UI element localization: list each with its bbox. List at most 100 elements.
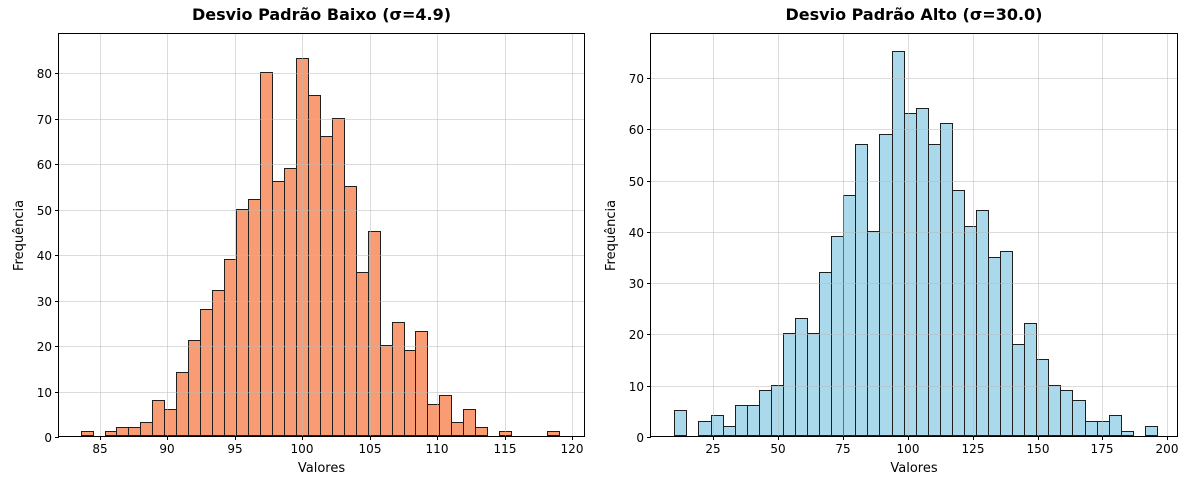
gridline [59, 119, 584, 120]
histogram-bar [674, 410, 687, 436]
gridline [302, 34, 303, 436]
tick-mark [505, 436, 506, 440]
gridline [973, 34, 974, 436]
histogram-bar [711, 415, 724, 436]
histogram-bar [1121, 431, 1134, 436]
gridline [505, 34, 506, 436]
tick-label: 70 [628, 72, 644, 86]
tick-label: 20 [36, 340, 52, 354]
gridline [843, 34, 844, 436]
tick-mark [1102, 436, 1103, 440]
tick-label: 50 [770, 442, 786, 456]
tick-mark [55, 392, 59, 393]
tick-label: 60 [36, 158, 52, 172]
gridline [778, 34, 779, 436]
gridline [59, 346, 584, 347]
histogram-bar [1000, 251, 1013, 436]
tick-mark [55, 73, 59, 74]
tick-label: 120 [560, 442, 584, 456]
chart-title-left: Desvio Padrão Baixo (σ=4.9) [191, 5, 452, 24]
gridline [908, 34, 909, 436]
gridline [713, 34, 714, 436]
tick-label: 60 [628, 123, 644, 137]
gridline [651, 283, 1177, 284]
tick-label: 125 [961, 442, 985, 456]
histogram-bar [463, 409, 476, 436]
plot-area-left: 85 90 95 100 105 110 115 120 0 10 20 30 40 50 60 70 80 [37, 33, 585, 456]
tick-label: 40 [628, 226, 644, 240]
tick-mark [572, 436, 573, 440]
gridline [651, 181, 1177, 182]
tick-mark [370, 436, 371, 440]
gridline [651, 129, 1177, 130]
gridline [59, 210, 584, 211]
tick-mark [647, 232, 651, 233]
tick-mark [55, 119, 59, 120]
gridline [651, 232, 1177, 233]
tick-label: 20 [628, 328, 644, 342]
histogram-bar [698, 421, 712, 436]
tick-mark [167, 436, 168, 440]
tick-label: 70 [36, 113, 52, 127]
gridline [59, 73, 584, 74]
y-axis-label-left: Frequência [12, 199, 27, 271]
tick-label: 80 [36, 67, 52, 81]
gridline [1102, 34, 1103, 436]
gridline [437, 34, 438, 436]
tick-mark [55, 255, 59, 256]
chart-title-right: Desvio Padrão Alto (σ=30.0) [785, 5, 1043, 24]
tick-mark [647, 129, 651, 130]
tick-mark [302, 436, 303, 440]
tick-label: 100 [290, 442, 314, 456]
tick-label: 0 [44, 431, 52, 445]
tick-mark [235, 436, 236, 440]
gridline [59, 255, 584, 256]
gridline [370, 34, 371, 436]
tick-mark [713, 436, 714, 440]
histogram-bar [879, 134, 893, 436]
histogram-bar [439, 395, 452, 436]
tick-label: 90 [159, 442, 175, 456]
tick-label: 150 [1026, 442, 1050, 456]
tick-mark [55, 437, 59, 438]
tick-mark [437, 436, 438, 440]
tick-label: 10 [36, 386, 52, 400]
tick-label: 85 [92, 442, 108, 456]
tick-mark [1167, 436, 1168, 440]
tick-label: 200 [1155, 442, 1179, 456]
x-axis-label-right: Valores [890, 461, 938, 476]
tick-label: 40 [36, 249, 52, 263]
tick-mark [100, 436, 101, 440]
gridline [235, 34, 236, 436]
gridline [572, 34, 573, 436]
gridline [1038, 34, 1039, 436]
tick-label: 100 [896, 442, 920, 456]
tick-mark [55, 301, 59, 302]
tick-label: 50 [628, 175, 644, 189]
tick-label: 110 [425, 442, 449, 456]
gridline [100, 34, 101, 436]
gridline [59, 392, 584, 393]
tick-mark [908, 436, 909, 440]
tick-label: 10 [628, 380, 644, 394]
plot-area-right: 25 50 75 100 125 150 175 200 0 10 20 30 40 50 60 70 [629, 33, 1178, 456]
tick-label: 30 [628, 277, 644, 291]
histogram-bar [1109, 415, 1122, 436]
tick-mark [973, 436, 974, 440]
tick-mark [778, 436, 779, 440]
tick-label: 30 [36, 295, 52, 309]
gridline [59, 301, 584, 302]
tick-label: 105 [358, 442, 382, 456]
tick-mark [55, 210, 59, 211]
histogram-bar [81, 431, 94, 436]
tick-label: 25 [705, 442, 721, 456]
gridline [167, 34, 168, 436]
histogram-bar [547, 431, 560, 436]
tick-label: 175 [1090, 442, 1114, 456]
gridline [651, 78, 1177, 79]
tick-mark [55, 346, 59, 347]
gridline [651, 386, 1177, 387]
tick-label: 115 [493, 442, 517, 456]
gridline [651, 334, 1177, 335]
gridline [1167, 34, 1168, 436]
